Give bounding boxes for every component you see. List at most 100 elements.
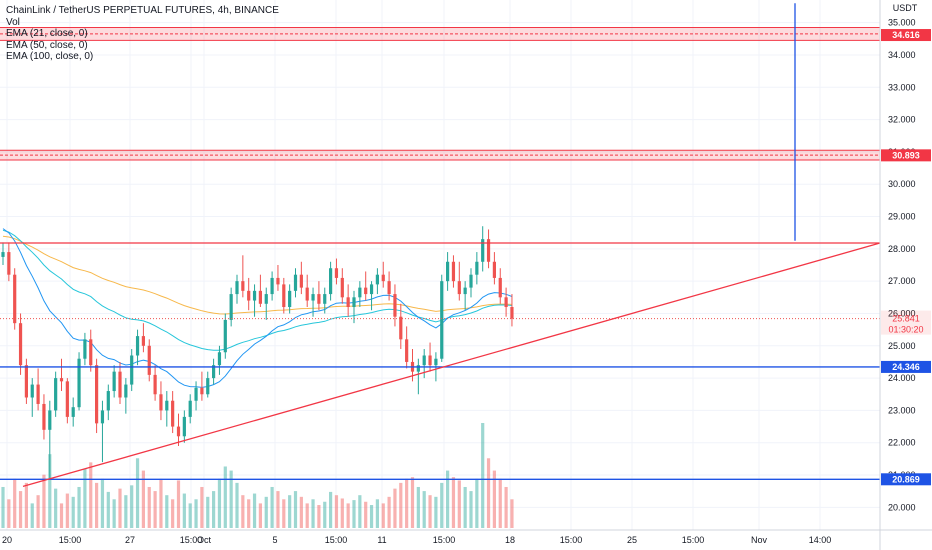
volume-bar	[282, 499, 286, 528]
volume-bar	[457, 480, 461, 528]
y-tick-label: 32.000	[888, 115, 916, 125]
volume-bar	[375, 499, 379, 528]
volume-legend[interactable]: Vol	[6, 16, 20, 28]
candle-body	[1, 252, 5, 257]
candle-body	[451, 261, 456, 282]
candle-body	[375, 274, 379, 285]
ascending-trendline	[22, 242, 881, 487]
price-tag-label: 30.893	[892, 150, 920, 160]
candle-body	[71, 407, 75, 417]
candle-body	[293, 274, 298, 291]
candle-body	[36, 384, 40, 404]
candle-body	[206, 378, 210, 395]
volume-bar	[188, 503, 192, 528]
candle-body	[457, 281, 461, 295]
y-tick-label: 28.000	[888, 244, 916, 254]
price-tag-label: 34.616	[892, 30, 920, 40]
candle-body	[369, 284, 374, 295]
volume-bar	[329, 491, 333, 528]
volume-bar	[469, 491, 473, 528]
candle-body	[77, 358, 81, 408]
candle-body	[42, 403, 46, 430]
candle-body	[13, 274, 17, 324]
volume-bar	[311, 499, 315, 528]
volume-bar	[252, 493, 257, 528]
volume-bar	[264, 496, 268, 528]
volume-bar	[446, 470, 450, 528]
candle-body	[241, 281, 245, 291]
candle-body	[311, 294, 315, 301]
volume-bar	[247, 499, 251, 528]
volume-bar	[48, 454, 52, 528]
candle-body	[188, 400, 192, 417]
symbol-title[interactable]: ChainLink / TetherUS PERPETUAL FUTURES, …	[6, 5, 279, 16]
volume-bar	[24, 482, 28, 528]
volume-bar	[106, 491, 110, 528]
x-tick-label: 15:00	[325, 535, 348, 545]
volume-bar	[18, 491, 23, 528]
volume-bar	[305, 503, 309, 528]
x-tick-label: 15:00	[433, 535, 456, 545]
volume-bar	[288, 495, 292, 528]
drawn-lines	[0, 3, 881, 487]
candle-body	[54, 378, 58, 411]
candle-body	[352, 297, 356, 308]
volume-bar	[200, 486, 204, 528]
candle-body	[481, 239, 485, 262]
x-tick-label: 15:00	[560, 535, 583, 545]
ema50-legend[interactable]: EMA (50, close, 0)	[6, 39, 88, 51]
volume-bar	[358, 495, 362, 528]
candle-body	[200, 387, 204, 395]
candle-body	[276, 277, 280, 285]
candle-body	[106, 391, 110, 411]
x-tick-label: 20	[2, 535, 12, 545]
volume-bar	[206, 496, 210, 528]
volume-bar	[159, 478, 163, 528]
candle-body	[334, 268, 339, 278]
last-price-tag	[881, 310, 931, 335]
ema100-legend[interactable]: EMA (100, close, 0)	[6, 51, 94, 62]
candle-body	[130, 355, 134, 385]
resistance-zones	[0, 26, 880, 161]
candle-body	[346, 297, 350, 308]
x-tick-label: 5	[272, 535, 277, 545]
candle-body	[48, 410, 52, 430]
candle-body	[247, 290, 251, 301]
y-tick-label: 33.000	[888, 82, 916, 92]
volume-bar	[293, 491, 298, 528]
candle-body	[118, 371, 122, 398]
volume-bar	[393, 488, 397, 528]
volume-bar	[54, 488, 58, 528]
candle-body	[393, 294, 397, 317]
volume-bar	[276, 491, 280, 528]
volume-bar	[416, 486, 420, 528]
x-tick-label: 27	[125, 535, 135, 545]
candle-body	[165, 400, 169, 411]
volume-bar	[399, 482, 403, 528]
candle-body	[135, 336, 140, 356]
candle-body	[7, 252, 11, 275]
ema-lines	[2, 228, 513, 388]
candle-body	[492, 261, 496, 278]
candle-body	[282, 284, 286, 308]
volume-bar	[36, 495, 40, 528]
candle-body	[182, 416, 186, 437]
volume-bar	[7, 499, 11, 528]
candle-body	[446, 261, 450, 282]
price-tag	[881, 360, 931, 373]
ema21-legend[interactable]: EMA (21, close, 0)	[6, 28, 88, 39]
volume-bar	[118, 488, 122, 528]
volume-bar	[30, 503, 34, 528]
candle-body	[399, 316, 403, 340]
candle-body	[100, 410, 105, 424]
candle-body	[124, 384, 128, 398]
volume-bar	[241, 495, 245, 528]
candle-body	[112, 371, 116, 392]
candle-body	[229, 294, 233, 320]
candle-body	[141, 336, 145, 346]
volume-bar	[475, 478, 479, 528]
x-tick-label: 14:00	[809, 535, 832, 545]
volume-bar	[463, 486, 467, 528]
candle-body	[223, 319, 227, 353]
